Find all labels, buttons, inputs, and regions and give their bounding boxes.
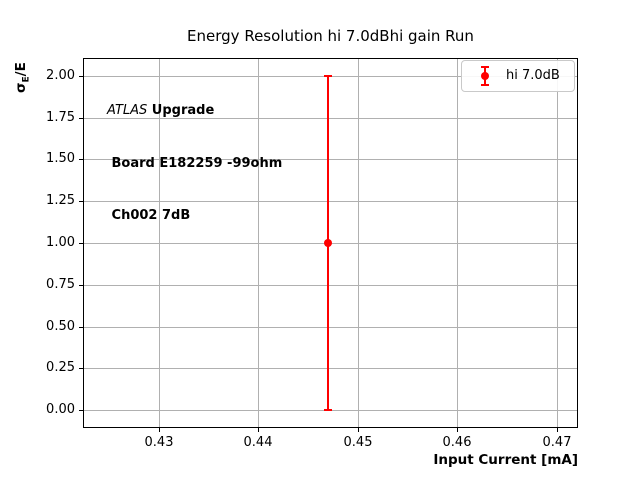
y-axis-label: σE/E [13, 62, 32, 93]
x-tick [258, 428, 259, 432]
y-axis-label-sigma: σ [13, 82, 29, 93]
annotation-atlas: ATLAS [107, 103, 148, 118]
y-tick-label: 2.00 [46, 68, 75, 83]
errorbar-cap-bottom [324, 409, 332, 411]
chart-title: Energy Resolution hi 7.0dBhi gain Run [187, 27, 474, 45]
y-tick [79, 118, 83, 119]
x-tick [358, 428, 359, 432]
y-tick [79, 159, 83, 160]
annotation-upgrade: Upgrade [147, 103, 215, 118]
y-tick [79, 410, 83, 411]
x-tick-label: 0.43 [144, 435, 174, 450]
data-point [324, 239, 332, 247]
errorbar-cap-top [324, 75, 332, 77]
y-gridline [84, 285, 577, 286]
y-gridline [84, 201, 577, 202]
x-axis-label: Input Current [mA] [433, 452, 578, 468]
legend-errorbar-marker-icon [478, 66, 492, 86]
legend: hi 7.0dB [461, 60, 575, 92]
x-tick-label: 0.46 [442, 435, 472, 450]
y-tick [79, 285, 83, 286]
plot-area: ATLAS Upgrade Board E182259 -99ohm Ch002… [46, 58, 578, 450]
y-tick-label: 1.75 [46, 110, 75, 125]
x-tick [457, 428, 458, 432]
y-gridline [84, 118, 577, 119]
annotation-line-3: Ch002 7dB [107, 208, 191, 223]
annotation: ATLAS Upgrade Board E182259 -99ohm Ch002… [107, 67, 282, 260]
y-tick-label: 0.25 [46, 360, 75, 375]
x-tick [557, 428, 558, 432]
y-tick [79, 243, 83, 244]
y-gridline [84, 368, 577, 369]
x-tick-label: 0.45 [343, 435, 373, 450]
y-tick [79, 76, 83, 77]
y-tick [79, 201, 83, 202]
x-tick-label: 0.44 [243, 435, 273, 450]
y-tick [79, 327, 83, 328]
y-tick-label: 0.50 [46, 319, 75, 334]
y-axis-label-rest: /E [13, 62, 29, 77]
y-tick [79, 368, 83, 369]
y-gridline [84, 327, 577, 328]
annotation-line-2: Board E182259 -99ohm [107, 155, 283, 171]
x-tick-label: 0.47 [542, 435, 572, 450]
annotation-line-1: ATLAS Upgrade [107, 102, 282, 120]
y-tick-label: 0.00 [46, 402, 75, 417]
y-tick-label: 0.75 [46, 277, 75, 292]
y-gridline [84, 159, 577, 160]
y-tick-label: 1.00 [46, 235, 75, 250]
x-tick [159, 428, 160, 432]
y-tick-label: 1.25 [46, 193, 75, 208]
y-tick-label: 1.50 [46, 151, 75, 166]
legend-label: hi 7.0dB [506, 68, 560, 83]
